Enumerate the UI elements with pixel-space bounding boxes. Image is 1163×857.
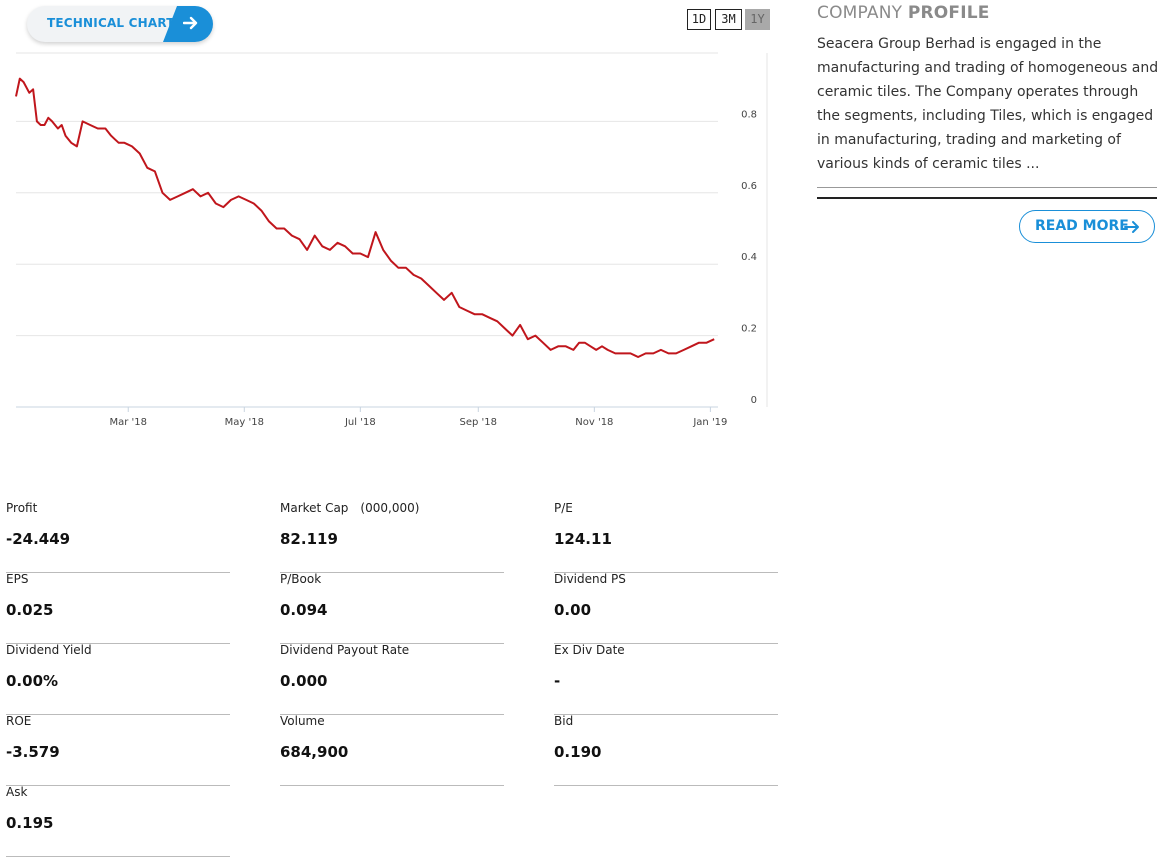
stat-ask: Ask 0.195	[6, 785, 230, 857]
stat-value: 82.119	[280, 530, 338, 548]
chart-grid	[16, 52, 768, 408]
x-tick-label: Nov '18	[575, 417, 613, 428]
stat-dividend-yield: Dividend Yield 0.00%	[6, 643, 230, 715]
stat-bid: Bid 0.190	[554, 714, 778, 786]
stat-label-text: Market Cap	[280, 501, 349, 515]
price-line	[15, 77, 715, 358]
read-more-button[interactable]: READ MORE	[1019, 210, 1155, 243]
x-tick-label: Mar '18	[109, 417, 147, 428]
stat-label: Ex Div Date	[554, 643, 625, 657]
profile-divider-thick	[817, 197, 1157, 199]
technical-chart-button[interactable]: TECHNICAL CHART	[27, 6, 213, 42]
y-tick-label: 0.8	[741, 109, 757, 120]
stat-value: -	[554, 672, 561, 690]
stat-market-cap: Market Cap (000,000) 82.119	[280, 501, 504, 573]
stat-unit: (000,000)	[360, 501, 420, 515]
range-1y-button[interactable]: 1Y	[745, 9, 770, 30]
range-3m-button[interactable]: 3M	[715, 9, 742, 30]
profile-title-light: COMPANY	[817, 3, 903, 23]
stat-label: Dividend Payout Rate	[280, 643, 410, 657]
chart-axes: 0 0.2 0.4 0.6 0.8 Mar '18 May '18 Jul '18 Sep '1…	[109, 109, 757, 428]
x-tick-label: Jan '19	[692, 417, 727, 428]
stat-value: 0.190	[554, 743, 602, 761]
stat-value: 0.00%	[6, 672, 59, 690]
company-profile-text: Seacera Group Berhad is engaged in the m…	[817, 36, 1159, 172]
stat-value: -3.579	[6, 743, 60, 761]
read-more-label: READ MORE	[1035, 218, 1129, 234]
company-profile-title: COMPANY PROFILE	[817, 3, 990, 23]
y-tick-label: 0	[751, 395, 757, 406]
stat-roe: ROE -3.579	[6, 714, 230, 786]
stat-pe: P/E 124.11	[554, 501, 778, 573]
stat-value: -24.449	[6, 530, 71, 548]
stat-label: P/E	[554, 501, 573, 515]
stat-label: ROE	[6, 714, 32, 728]
stat-dividend-payout-rate: Dividend Payout Rate 0.000	[280, 643, 504, 715]
stat-volume: Volume 684,900	[280, 714, 504, 786]
stat-label: Profit	[6, 501, 38, 515]
stat-label: Market Cap (000,000)	[280, 501, 419, 515]
stat-ex-div-date: Ex Div Date -	[554, 643, 778, 715]
stat-label: Volume	[280, 714, 325, 728]
stat-label: P/Book	[280, 572, 322, 586]
y-tick-label: 0.6	[741, 181, 757, 192]
range-1d-button[interactable]: 1D	[687, 9, 711, 30]
stat-eps: EPS 0.025	[6, 572, 230, 644]
stat-value: 0.00	[554, 601, 592, 619]
stat-label: Bid	[554, 714, 574, 728]
y-tick-label: 0.2	[741, 324, 757, 335]
arrow-right-icon	[1124, 221, 1139, 233]
x-tick-label: May '18	[225, 417, 264, 428]
technical-chart-label: TECHNICAL CHART	[47, 16, 175, 30]
stat-value: 124.11	[554, 530, 612, 548]
stat-profit: Profit -24.449	[6, 501, 230, 573]
stat-label: Dividend PS	[554, 572, 626, 586]
stat-value: 684,900	[280, 743, 349, 761]
price-chart: 0 0.2 0.4 0.6 0.8 Mar '18 May '18 Jul '18 Sep '1…	[15, 52, 768, 428]
stat-value: 0.094	[280, 601, 328, 619]
stat-value: 0.000	[280, 672, 328, 690]
stat-value: 0.025	[6, 601, 54, 619]
stat-label: Ask	[6, 785, 28, 799]
stat-value: 0.195	[6, 814, 54, 832]
y-tick-label: 0.4	[741, 252, 757, 263]
stat-p-book: P/Book 0.094	[280, 572, 504, 644]
stat-dividend-ps: Dividend PS 0.00	[554, 572, 778, 644]
x-tick-label: Jul '18	[344, 417, 376, 428]
stat-label: Dividend Yield	[6, 643, 92, 657]
stat-label: EPS	[6, 572, 29, 586]
x-tick-label: Sep '18	[460, 417, 498, 428]
profile-divider-thin	[817, 187, 1157, 188]
arrow-right-icon	[163, 6, 213, 42]
profile-title-bold: PROFILE	[907, 3, 990, 23]
